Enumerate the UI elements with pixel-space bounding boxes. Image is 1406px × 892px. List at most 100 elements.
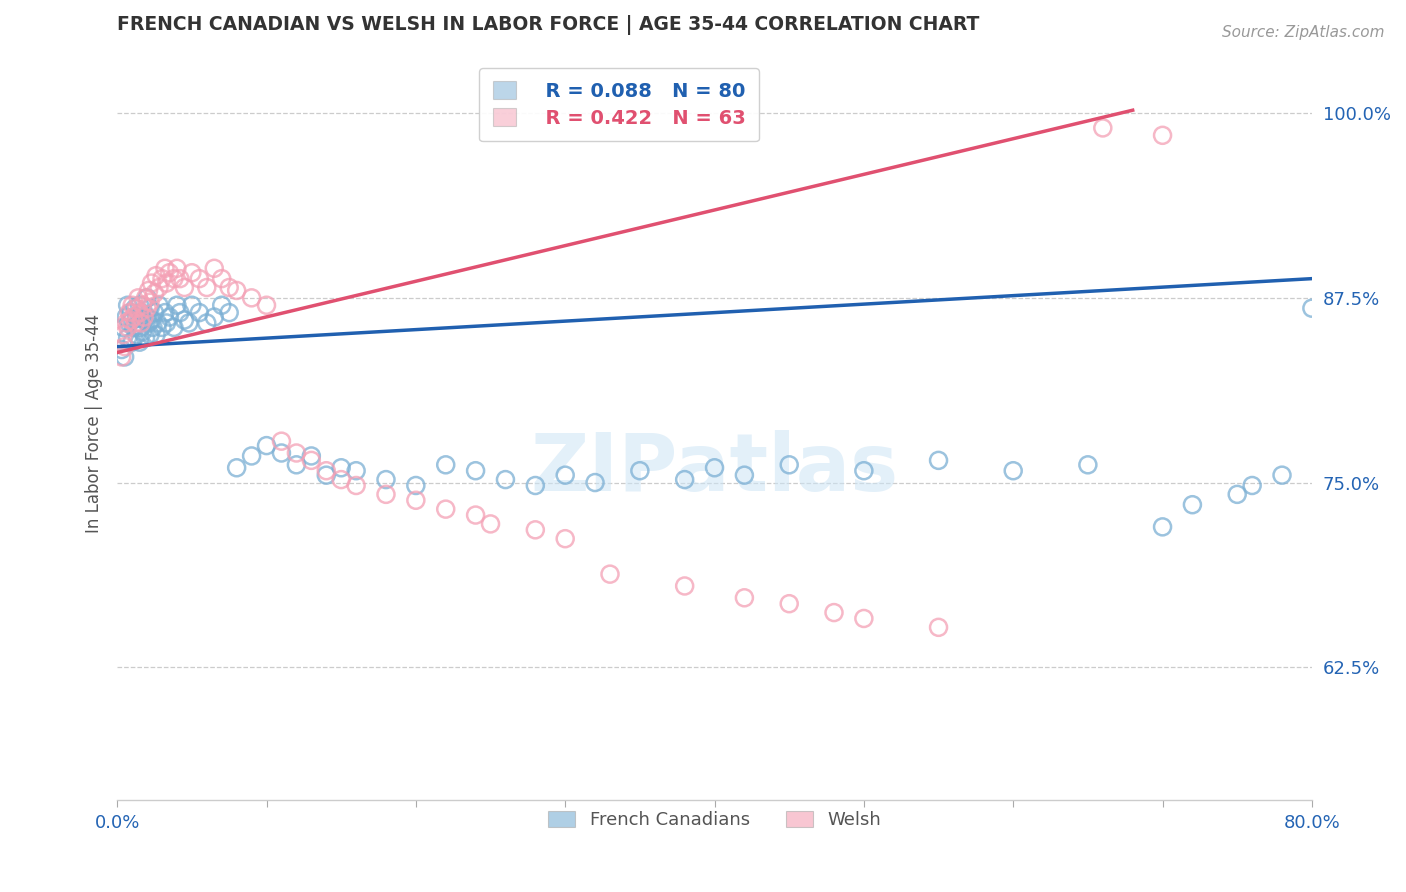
Text: FRENCH CANADIAN VS WELSH IN LABOR FORCE | AGE 35-44 CORRELATION CHART: FRENCH CANADIAN VS WELSH IN LABOR FORCE … <box>117 15 980 35</box>
Point <box>628 464 651 478</box>
Point <box>129 316 152 330</box>
Point <box>132 313 155 327</box>
Point <box>131 325 153 339</box>
Point <box>166 298 188 312</box>
Point <box>169 305 191 319</box>
Point <box>112 320 135 334</box>
Point <box>166 261 188 276</box>
Point <box>703 460 725 475</box>
Point <box>143 305 166 319</box>
Point <box>1181 498 1204 512</box>
Point <box>928 453 950 467</box>
Point <box>673 579 696 593</box>
Point <box>125 301 148 316</box>
Point <box>138 284 160 298</box>
Point <box>115 316 138 330</box>
Point <box>434 458 457 472</box>
Point <box>270 446 292 460</box>
Point <box>136 291 159 305</box>
Point <box>153 261 176 276</box>
Point <box>121 298 143 312</box>
Point <box>315 468 337 483</box>
Point <box>163 271 186 285</box>
Point <box>117 298 139 312</box>
Point <box>132 310 155 324</box>
Point <box>778 597 800 611</box>
Point <box>344 478 367 492</box>
Point <box>180 298 202 312</box>
Point <box>225 460 247 475</box>
Point <box>124 301 146 316</box>
Point <box>299 449 322 463</box>
Point <box>202 261 225 276</box>
Point <box>1152 520 1174 534</box>
Point <box>159 266 181 280</box>
Point <box>145 268 167 283</box>
Point <box>177 316 200 330</box>
Point <box>195 316 218 330</box>
Point <box>1077 458 1099 472</box>
Point <box>285 458 308 472</box>
Point <box>928 620 950 634</box>
Point <box>344 464 367 478</box>
Point <box>188 271 211 285</box>
Point <box>128 305 150 319</box>
Point <box>434 502 457 516</box>
Point <box>180 266 202 280</box>
Point <box>464 508 486 522</box>
Point <box>112 327 135 342</box>
Point <box>240 291 263 305</box>
Point <box>479 516 502 531</box>
Point <box>256 298 278 312</box>
Point <box>218 305 240 319</box>
Point <box>138 316 160 330</box>
Point <box>129 320 152 334</box>
Point <box>202 310 225 324</box>
Point <box>120 305 142 319</box>
Point <box>330 473 353 487</box>
Point <box>150 320 173 334</box>
Point <box>135 291 157 305</box>
Point <box>150 271 173 285</box>
Point <box>599 567 621 582</box>
Point <box>141 276 163 290</box>
Point <box>125 310 148 324</box>
Point <box>148 298 170 312</box>
Point <box>129 305 152 319</box>
Point <box>173 313 195 327</box>
Point <box>155 316 177 330</box>
Point <box>120 313 142 327</box>
Point <box>1091 120 1114 135</box>
Point <box>188 305 211 319</box>
Point <box>125 327 148 342</box>
Point <box>315 464 337 478</box>
Point <box>173 280 195 294</box>
Point <box>240 449 263 463</box>
Point <box>1241 478 1264 492</box>
Point <box>405 478 427 492</box>
Point <box>127 316 149 330</box>
Point <box>136 301 159 316</box>
Point <box>1301 301 1323 316</box>
Point <box>118 316 141 330</box>
Point <box>733 591 755 605</box>
Point <box>118 305 141 319</box>
Text: Source: ZipAtlas.com: Source: ZipAtlas.com <box>1222 25 1385 40</box>
Point <box>148 280 170 294</box>
Point <box>124 316 146 330</box>
Point <box>733 468 755 483</box>
Point <box>128 298 150 312</box>
Point <box>225 284 247 298</box>
Point <box>218 280 240 294</box>
Point <box>115 310 138 324</box>
Point <box>111 343 134 357</box>
Point <box>330 460 353 475</box>
Point <box>122 320 145 334</box>
Point <box>127 291 149 305</box>
Point <box>142 320 165 334</box>
Point <box>136 310 159 324</box>
Point <box>122 310 145 324</box>
Point <box>146 316 169 330</box>
Point <box>823 606 845 620</box>
Point <box>375 487 398 501</box>
